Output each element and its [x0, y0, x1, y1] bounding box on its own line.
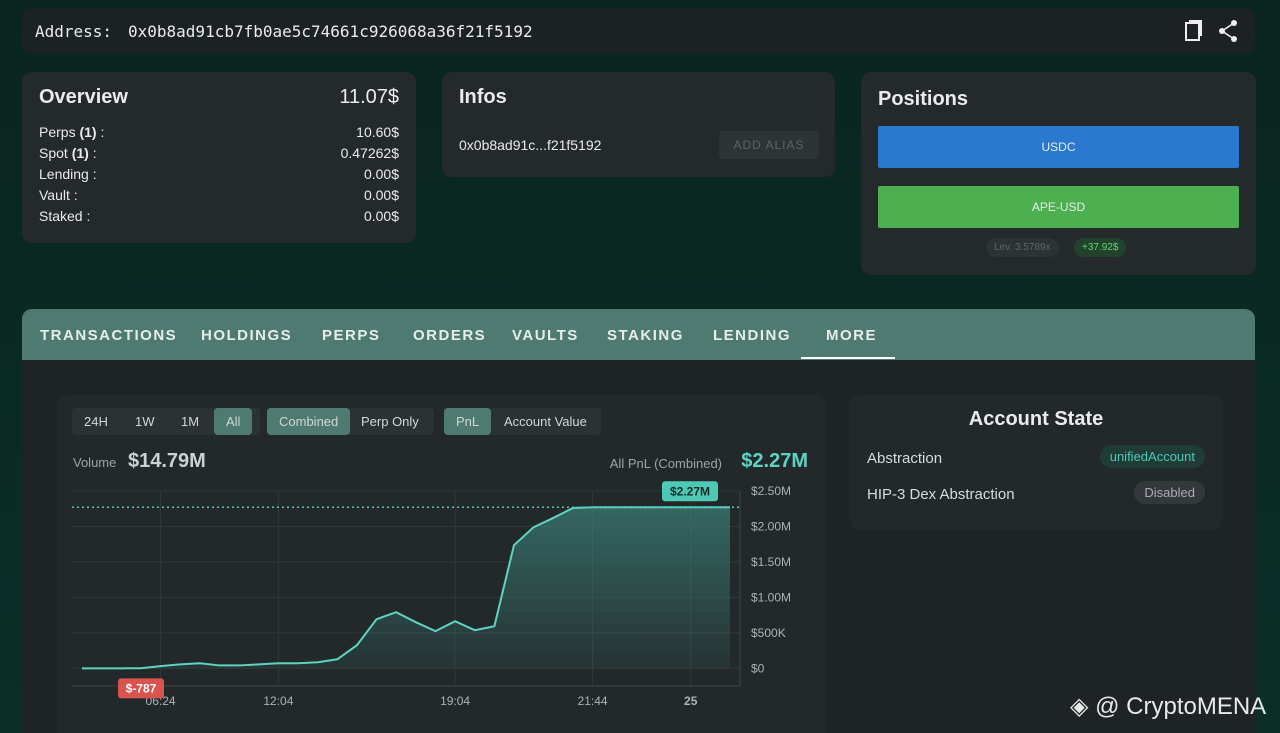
account-state-title: Account State [968, 408, 1104, 430]
filter-button[interactable]: 1M [181, 414, 200, 429]
filter-button[interactable]: All [214, 408, 253, 435]
chart-card: 24H 1W 1M All Combined Perp Only PnL Account … [58, 395, 826, 733]
x-tick-label: 25 [684, 694, 698, 708]
last-value-label: $2.27M [670, 484, 710, 498]
infos-title: Infos [459, 86, 507, 108]
position-button[interactable]: USDC [878, 126, 1239, 168]
watermark-text: @ CryptoMENA [1095, 693, 1267, 720]
overview-card: Overview 11.07$ Perps (1) : 10.60$ Spot (1… [22, 72, 416, 243]
y-tick-label: $1.00M [751, 590, 791, 604]
colon: : [100, 124, 105, 140]
colon: : [92, 145, 97, 161]
label: Staked : [39, 208, 91, 224]
row-label: Perps (1) : [39, 124, 104, 145]
row-label: Spot (1) : [39, 145, 97, 166]
tabs: TRANSACTIONS HOLDINGS PERPS ORDERS VAULTS STA… [22, 309, 1255, 360]
metric-group: PnL Account Value [444, 408, 601, 435]
address-label: Address: [35, 22, 113, 41]
y-tick-label: $2.50M [751, 484, 791, 498]
tab-indicator [801, 357, 895, 359]
label: Spot [39, 145, 68, 161]
positions-title: Positions [878, 88, 969, 110]
infos-card: Infos 0x0b8ad91c...f21f5192 ADD ALIAS [442, 72, 835, 177]
row-label: Staked : [39, 208, 90, 229]
state-value: Disabled [1134, 481, 1205, 504]
row-value: 0.00$ [363, 208, 399, 224]
leverage: Lev. 3.5789x [986, 238, 1059, 257]
row-value: 0.47262$ [340, 145, 399, 161]
y-tick-label: $0 [751, 661, 765, 675]
state-value: unifiedAccount [1099, 445, 1205, 468]
state-label: Abstraction [867, 450, 943, 467]
add-alias-button[interactable]: ADD ALIAS [719, 131, 819, 159]
y-tick-label: $500K [751, 626, 786, 640]
range-group: 24H 1W 1M All [72, 408, 260, 435]
filter-button[interactable]: Combined [267, 408, 351, 435]
positions-card: Positions Lev. 3.5789x +37.92$ USDC APE-U… [861, 72, 1256, 275]
tab[interactable]: ORDERS [413, 327, 487, 344]
row-value: 0.00$ [363, 187, 399, 203]
y-tick-label: $2.00M [751, 519, 791, 533]
min-value-badge [118, 678, 164, 699]
y-tick-label: $1.50M [751, 555, 791, 569]
lev-label: Lev. [994, 242, 1013, 253]
tab[interactable]: STAKING [607, 327, 684, 344]
state-label: HIP-3 Dex Abstraction [867, 486, 1015, 503]
overview-total: 11.07$ [339, 86, 399, 108]
filter-button[interactable]: 24H [84, 414, 108, 429]
label: Lending : [39, 166, 97, 182]
volume: $14.79M [128, 450, 206, 472]
overview-row: Perps (1) : 10.60$ [39, 124, 399, 145]
x-tick-label: 19:04 [440, 694, 470, 708]
last-value-badge [662, 481, 718, 502]
filter-button[interactable]: PnL [444, 408, 492, 435]
overview-row: Vault : 0.00$ [39, 187, 399, 208]
tab[interactable]: TRANSACTIONS [40, 327, 178, 344]
address: 0x0b8ad91cb7fb0ae5c74661c926068a36f21f51… [128, 22, 533, 41]
filter-button[interactable]: Perp Only [361, 414, 419, 429]
tab[interactable]: PERPS [322, 327, 381, 344]
tab[interactable]: MORE [826, 327, 877, 344]
overview-title: Overview [39, 86, 128, 108]
pnl: $2.27M [741, 450, 808, 472]
account-state-card: Account State Abstraction unifiedAccount H… [850, 395, 1222, 530]
filter-button[interactable]: Account Value [504, 414, 587, 429]
watermark: ◈ @ CryptoMENA [1070, 693, 1267, 720]
row-value: 0.00$ [363, 166, 399, 182]
label: Vault : [39, 187, 78, 203]
min-value-label: $-787 [126, 681, 157, 695]
tab[interactable]: LENDING [713, 327, 791, 344]
mode-group: Combined Perp Only [267, 408, 434, 435]
tab[interactable]: VAULTS [512, 327, 579, 344]
row-label: Lending : [39, 166, 97, 187]
label: Perps [39, 124, 76, 140]
row-label: Vault : [39, 187, 78, 208]
row-value: 10.60$ [356, 124, 399, 140]
pnl-label: All PnL (Combined) [609, 456, 722, 471]
x-tick-label: 21:44 [578, 694, 608, 708]
short-address: 0x0b8ad91c...f21f5192 [459, 137, 602, 153]
position-pnl: +37.92$ [1074, 238, 1127, 257]
filter-button[interactable]: 1W [135, 414, 155, 429]
volume-label: Volume [73, 455, 117, 470]
overview-row: Lending : 0.00$ [39, 166, 399, 187]
actions[interactable] [1182, 18, 1242, 44]
position-button[interactable]: APE-USD [878, 186, 1239, 228]
overview-row: Staked : 0.00$ [39, 208, 399, 229]
area [82, 507, 730, 669]
overview-row: Spot (1) : 0.47262$ [39, 145, 399, 166]
x-tick-label: 12:04 [263, 694, 293, 708]
count: (1) [79, 124, 97, 140]
address-bar: Address: 0x0b8ad91cb7fb0ae5c74661c926068… [22, 8, 1255, 54]
tab[interactable]: HOLDINGS [201, 327, 293, 344]
count: (1) [71, 145, 89, 161]
lev-value: 3.5789x [1014, 242, 1051, 253]
